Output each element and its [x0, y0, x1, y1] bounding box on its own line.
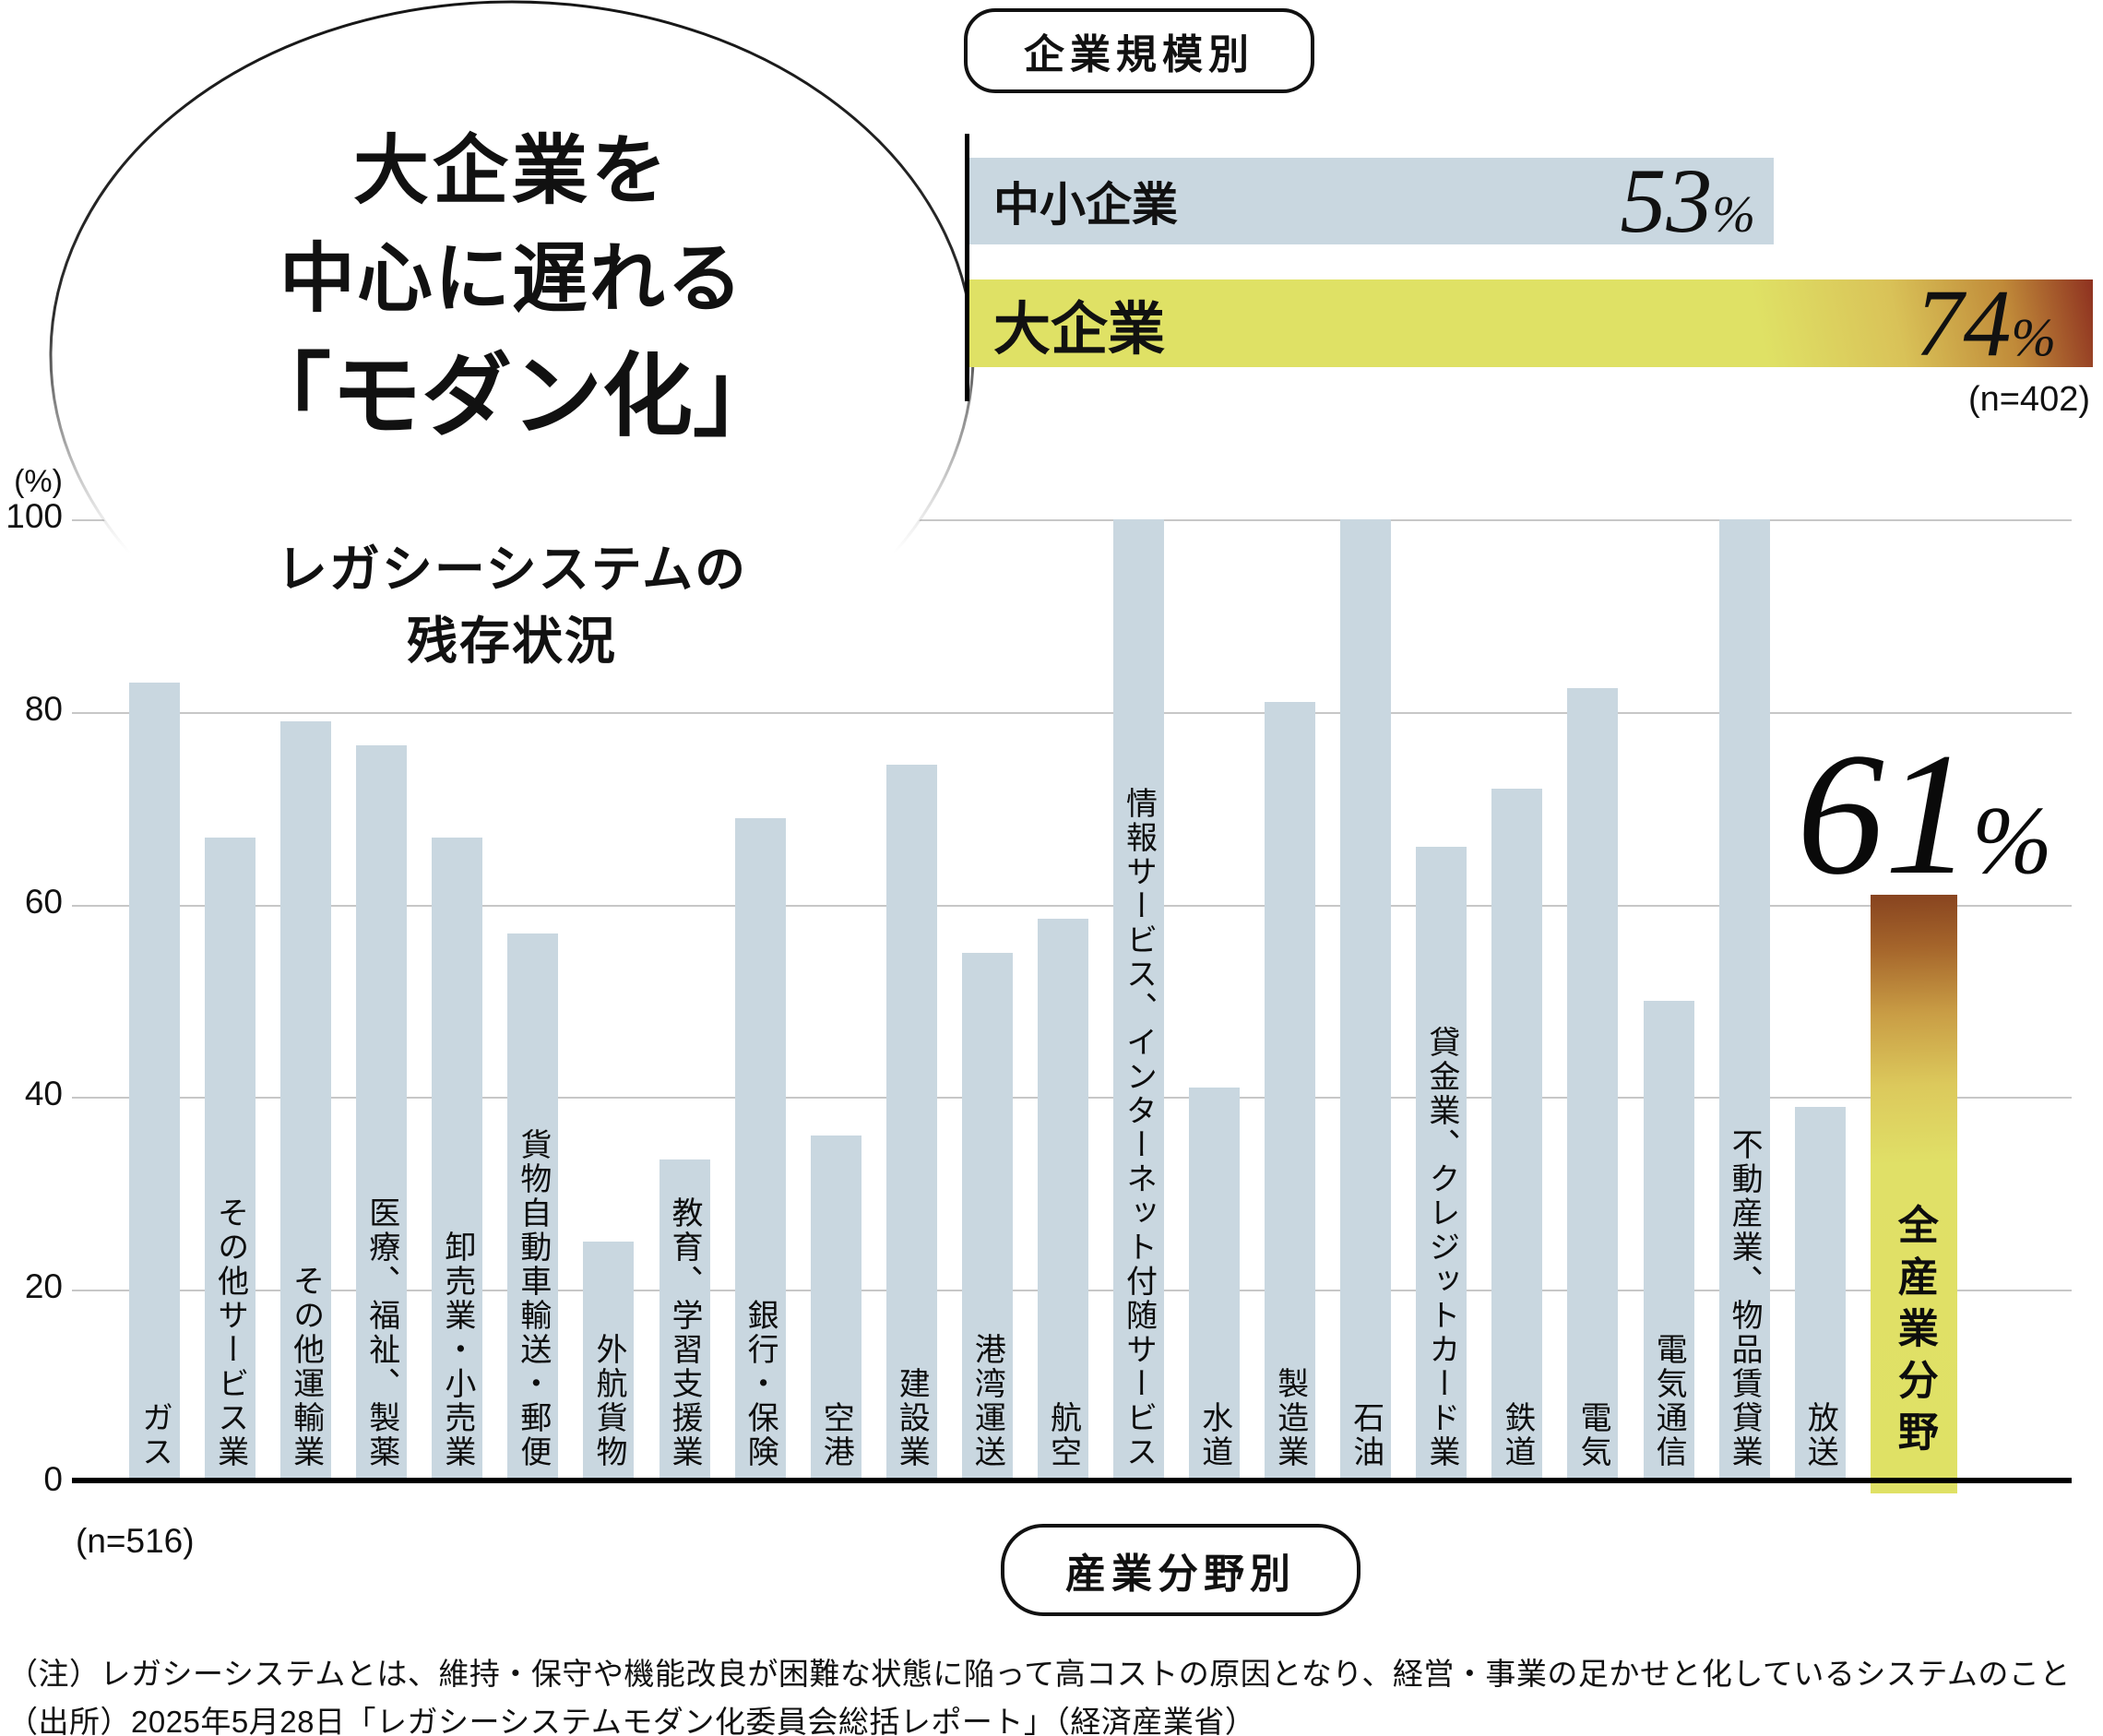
industry-bar: 情報サービス、インターネット付随サービス [1113, 519, 1165, 1482]
industry-bar: 放送 [1794, 1107, 1846, 1482]
bar-sme-label: 中小企業 [993, 179, 1178, 231]
industry-bar-label: 建設業 [894, 1367, 930, 1469]
all-industry-value-annotation: 61% [1796, 718, 2052, 911]
industry-bar-label: 電気 [1574, 1401, 1610, 1469]
footnote-source: （出所）2025年5月28日「レガシーシステムモダン化委員会総括レポート」（経済… [7, 1705, 1256, 1736]
industry-bar: 貸金業、クレジットカード業 [1416, 847, 1467, 1482]
industry-bar: 石油 [1340, 519, 1392, 1482]
y-tick-60: 60 [24, 883, 63, 921]
y-tick-80: 80 [24, 690, 63, 728]
industry-bar: 水道 [1189, 1088, 1241, 1482]
industry-bar: 港湾運送 [961, 953, 1013, 1482]
industry-bar-label: 石油 [1348, 1401, 1384, 1469]
industry-bar-label: 放送 [1802, 1401, 1838, 1469]
industry-bar-label: 全産業分野 [1891, 1204, 1937, 1462]
y-tick-40: 40 [24, 1075, 63, 1112]
company-size-sample-note: (n=402) [1967, 380, 2090, 419]
company-size-axis [965, 134, 969, 401]
bubble-title-line2: 中心に遅れる [279, 237, 744, 321]
industry-bar-label: 情報サービス、インターネット付随サービス [1121, 787, 1157, 1469]
industry-bar-label: 不動産業、物品賃貸業 [1727, 1128, 1763, 1469]
bar-sme: 中小企業 53% [969, 149, 1774, 252]
industry-bar-all-highlight: 全産業分野 [1870, 895, 1957, 1493]
bar-large-enterprise: 大企業 74% [969, 275, 2093, 371]
industry-bar-label: 銀行・保険 [743, 1299, 778, 1469]
bubble-subtitle-line1: レガシーシステムの [276, 541, 748, 598]
industry-bar: 教育、学習支援業 [659, 1159, 710, 1482]
industry-bar-label: 空港 [818, 1401, 854, 1469]
industry-bar-label: 貨物自動車輸送・郵便 [515, 1128, 551, 1469]
industry-bar-label: その他運輸業 [288, 1265, 324, 1469]
industry-bar: 空港 [810, 1136, 861, 1482]
footnote-note: （注）レガシーシステムとは、維持・保守や機能改良が困難な状態に陥って高コストの原… [7, 1657, 2071, 1691]
industry-bar-label: 医療、福祉、製薬 [363, 1196, 399, 1469]
bar-large-enterprise-value: 74% [1915, 269, 2056, 376]
industry-bar: 電気 [1567, 688, 1619, 1482]
industry-bar: 建設業 [885, 765, 937, 1482]
industry-bar: 不動産業、物品賃貸業 [1718, 519, 1770, 1482]
y-tick-20: 20 [24, 1267, 63, 1305]
industry-bar: 医療、福祉、製薬 [356, 745, 408, 1482]
gridline-80 [72, 712, 2072, 714]
industry-pill: 産業分野別 [1001, 1524, 1360, 1616]
y-tick-0: 0 [43, 1460, 63, 1498]
industry-bar-label: 電気通信 [1651, 1333, 1687, 1469]
x-axis-baseline [72, 1478, 2072, 1483]
bubble-subtitle-line2: 残存状況 [406, 612, 617, 670]
industry-bar: 航空 [1037, 919, 1088, 1482]
industry-bar: 外航貨物 [583, 1242, 635, 1482]
bar-sme-value: 53% [1620, 149, 1755, 252]
industry-bar: 電気通信 [1643, 1001, 1694, 1482]
industry-bar-label: 貸金業、クレジットカード業 [1423, 1026, 1459, 1469]
y-tick-100: 100 [6, 497, 63, 535]
industry-bar-label: 航空 [1045, 1401, 1081, 1469]
industry-bar-label: 卸売業・小売業 [439, 1231, 475, 1469]
industry-bar-label: 教育、学習支援業 [667, 1196, 703, 1469]
industry-bar-label: 外航貨物 [590, 1333, 626, 1469]
industry-bar: 貨物自動車輸送・郵便 [507, 933, 559, 1482]
industry-bar: その他サービス業 [205, 838, 256, 1482]
industry-bars-group: ガス その他サービス業 その他運輸業 医療、福祉、製薬 卸売業・小売業 貨物自動車輸送・郵… [129, 519, 1957, 1493]
bubble-title-line3: 「モダン化」 [240, 348, 783, 447]
industry-bar-label: 鉄道 [1499, 1401, 1535, 1469]
y-axis-unit-label: (%) [14, 464, 63, 499]
bar-large-enterprise-label: 大企業 [993, 298, 1166, 362]
industry-bar-label: その他サービス業 [212, 1196, 248, 1469]
industry-sample-note: (n=516) [76, 1522, 195, 1560]
company-size-pill: 企業規模別 [964, 8, 1314, 93]
industry-bar: 製造業 [1265, 702, 1316, 1482]
gridline-60 [72, 905, 2072, 907]
industry-bar-label: 港湾運送 [969, 1333, 1005, 1469]
industry-bar-label: ガス [137, 1401, 172, 1469]
industry-bar: 鉄道 [1491, 789, 1543, 1482]
bubble-title-line1: 大企業を [352, 129, 671, 213]
industry-bar-label: 製造業 [1272, 1367, 1308, 1469]
industry-bar: 銀行・保険 [734, 818, 786, 1482]
industry-bar: その他運輸業 [280, 721, 332, 1482]
industry-bar: 卸売業・小売業 [432, 838, 483, 1482]
gridline-100 [72, 519, 2072, 521]
industry-bar-label: 水道 [1196, 1401, 1232, 1469]
industry-bar: ガス [129, 683, 180, 1482]
